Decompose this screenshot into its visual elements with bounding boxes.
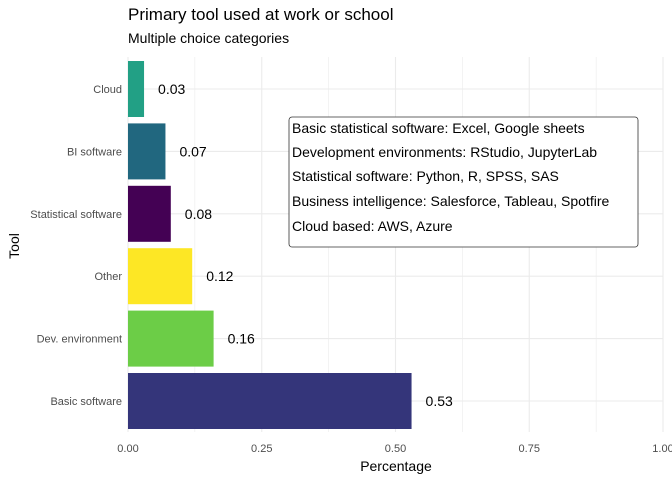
y-tick-label: BI software <box>67 146 122 158</box>
chart-subtitle: Multiple choice categories <box>128 30 289 46</box>
x-tick-label: 1.00 <box>652 443 672 455</box>
bar <box>128 123 166 180</box>
annotation-line: Statistical software: Python, R, SPSS, S… <box>292 168 559 184</box>
bars <box>128 61 412 429</box>
y-tick-label: Cloud <box>93 84 122 96</box>
bar <box>128 61 145 117</box>
data-label: 0.08 <box>185 206 212 222</box>
x-tick-label: 0.00 <box>117 443 138 455</box>
y-tick-labels: Basic software Dev. environment Other Stati… <box>30 84 122 408</box>
annotation-border <box>288 116 639 248</box>
annotation-line: Basic statistical software: Excel, Googl… <box>292 120 585 136</box>
annotation-line: Business intelligence: Salesforce, Table… <box>292 193 609 209</box>
x-tick-label: 0.50 <box>385 443 406 455</box>
data-labels: 0.53 0.16 0.12 0.08 0.07 0.03 <box>158 81 453 409</box>
bar <box>128 185 171 242</box>
data-label: 0.16 <box>228 331 255 347</box>
data-label: 0.03 <box>158 81 185 97</box>
bar <box>128 310 214 367</box>
bar <box>128 248 193 305</box>
chart-title: Primary tool used at work or school <box>128 5 394 24</box>
y-tick-label: Statistical software <box>30 209 122 221</box>
data-label: 0.12 <box>206 268 233 284</box>
y-tick-label: Dev. environment <box>37 334 122 346</box>
x-tick-labels: 0.00 0.25 0.50 0.75 1.00 <box>117 443 672 455</box>
data-label: 0.07 <box>179 143 206 159</box>
y-axis-title: Tool <box>6 233 22 259</box>
y-tick-label: Basic software <box>50 396 122 408</box>
annotation-line: Cloud based: AWS, Azure <box>292 218 453 234</box>
y-tick-label: Other <box>94 271 122 283</box>
data-label: 0.53 <box>426 393 453 409</box>
x-axis-title: Percentage <box>360 458 432 474</box>
x-tick-label: 0.75 <box>519 443 540 455</box>
x-tick-label: 0.25 <box>251 443 272 455</box>
annotation-line: Development environments: RStudio, Jupyt… <box>292 144 597 160</box>
annotation-box: Basic statistical software: Excel, Googl… <box>288 116 639 248</box>
bar <box>128 373 412 429</box>
